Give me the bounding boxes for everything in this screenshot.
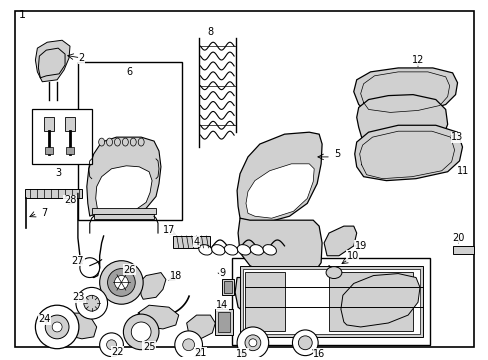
Polygon shape [353, 68, 457, 114]
Text: 22: 22 [111, 347, 123, 357]
Text: 28: 28 [63, 195, 76, 206]
Bar [94, 214, 154, 219]
Text: 16: 16 [312, 348, 325, 359]
Ellipse shape [298, 336, 311, 350]
Ellipse shape [99, 138, 104, 146]
Polygon shape [237, 132, 322, 222]
Ellipse shape [237, 327, 268, 359]
Text: 10: 10 [346, 251, 358, 261]
Text: 6: 6 [126, 67, 132, 77]
Ellipse shape [244, 335, 260, 351]
Polygon shape [235, 278, 333, 325]
Ellipse shape [198, 245, 212, 255]
Bar [222, 279, 234, 295]
Ellipse shape [183, 339, 194, 351]
Ellipse shape [131, 322, 151, 342]
Polygon shape [186, 315, 215, 339]
Ellipse shape [100, 261, 143, 304]
Bar [244, 271, 284, 331]
Polygon shape [35, 40, 70, 82]
Text: 27: 27 [72, 256, 84, 266]
Bar [32, 109, 92, 164]
Text: 8: 8 [207, 27, 213, 37]
Bar [240, 266, 422, 337]
Ellipse shape [35, 305, 79, 349]
Bar [452, 246, 473, 254]
Polygon shape [54, 313, 97, 339]
Ellipse shape [248, 339, 256, 347]
Text: 5: 5 [333, 149, 339, 159]
Ellipse shape [292, 330, 318, 356]
Bar [224, 282, 232, 293]
Ellipse shape [130, 138, 136, 146]
Polygon shape [324, 226, 356, 256]
Ellipse shape [76, 287, 107, 319]
Text: 13: 13 [450, 132, 463, 142]
Text: 24: 24 [38, 314, 50, 324]
Polygon shape [245, 164, 314, 218]
Polygon shape [356, 95, 447, 154]
Text: 23: 23 [73, 292, 85, 302]
Ellipse shape [211, 245, 224, 255]
Bar [66, 147, 74, 154]
Bar [243, 269, 419, 334]
Text: 11: 11 [456, 166, 468, 176]
Polygon shape [354, 125, 462, 181]
Bar [218, 312, 230, 332]
Ellipse shape [224, 245, 237, 255]
Ellipse shape [83, 295, 100, 311]
Polygon shape [96, 166, 152, 213]
Ellipse shape [80, 258, 100, 278]
Text: 15: 15 [235, 348, 248, 359]
Ellipse shape [174, 331, 202, 359]
Bar [215, 309, 233, 335]
Text: 26: 26 [123, 265, 135, 275]
Ellipse shape [123, 314, 159, 350]
Polygon shape [87, 137, 161, 216]
Bar [328, 271, 412, 331]
Polygon shape [139, 305, 179, 329]
Text: 18: 18 [169, 271, 182, 280]
Bar [92, 208, 156, 214]
Ellipse shape [114, 138, 120, 146]
Text: 7: 7 [41, 208, 47, 218]
Text: 17: 17 [163, 225, 175, 235]
Text: 25: 25 [142, 342, 155, 352]
Text: 4: 4 [193, 237, 199, 247]
Ellipse shape [107, 269, 135, 296]
Ellipse shape [122, 138, 128, 146]
Ellipse shape [52, 322, 62, 332]
Bar [172, 236, 210, 248]
Bar [45, 147, 53, 154]
Ellipse shape [325, 267, 341, 279]
Bar [232, 258, 429, 345]
Ellipse shape [106, 340, 116, 350]
Ellipse shape [237, 245, 250, 255]
Polygon shape [238, 218, 322, 278]
Ellipse shape [100, 333, 123, 357]
Polygon shape [139, 273, 165, 299]
Bar [65, 117, 75, 131]
Ellipse shape [114, 275, 128, 289]
Bar [78, 62, 182, 220]
Text: 12: 12 [411, 55, 423, 65]
Text: 9: 9 [219, 267, 225, 278]
Polygon shape [340, 274, 419, 327]
Ellipse shape [45, 315, 69, 339]
Text: 1: 1 [19, 10, 25, 21]
Text: 14: 14 [216, 300, 228, 310]
Ellipse shape [250, 245, 263, 255]
Text: 21: 21 [194, 348, 206, 358]
Bar [24, 189, 81, 198]
Text: 20: 20 [451, 233, 464, 243]
Ellipse shape [138, 138, 144, 146]
Text: 19: 19 [354, 241, 366, 251]
Text: 2: 2 [79, 53, 85, 63]
Ellipse shape [106, 138, 112, 146]
Text: 3: 3 [55, 168, 61, 178]
Ellipse shape [263, 245, 276, 255]
Bar [44, 117, 54, 131]
